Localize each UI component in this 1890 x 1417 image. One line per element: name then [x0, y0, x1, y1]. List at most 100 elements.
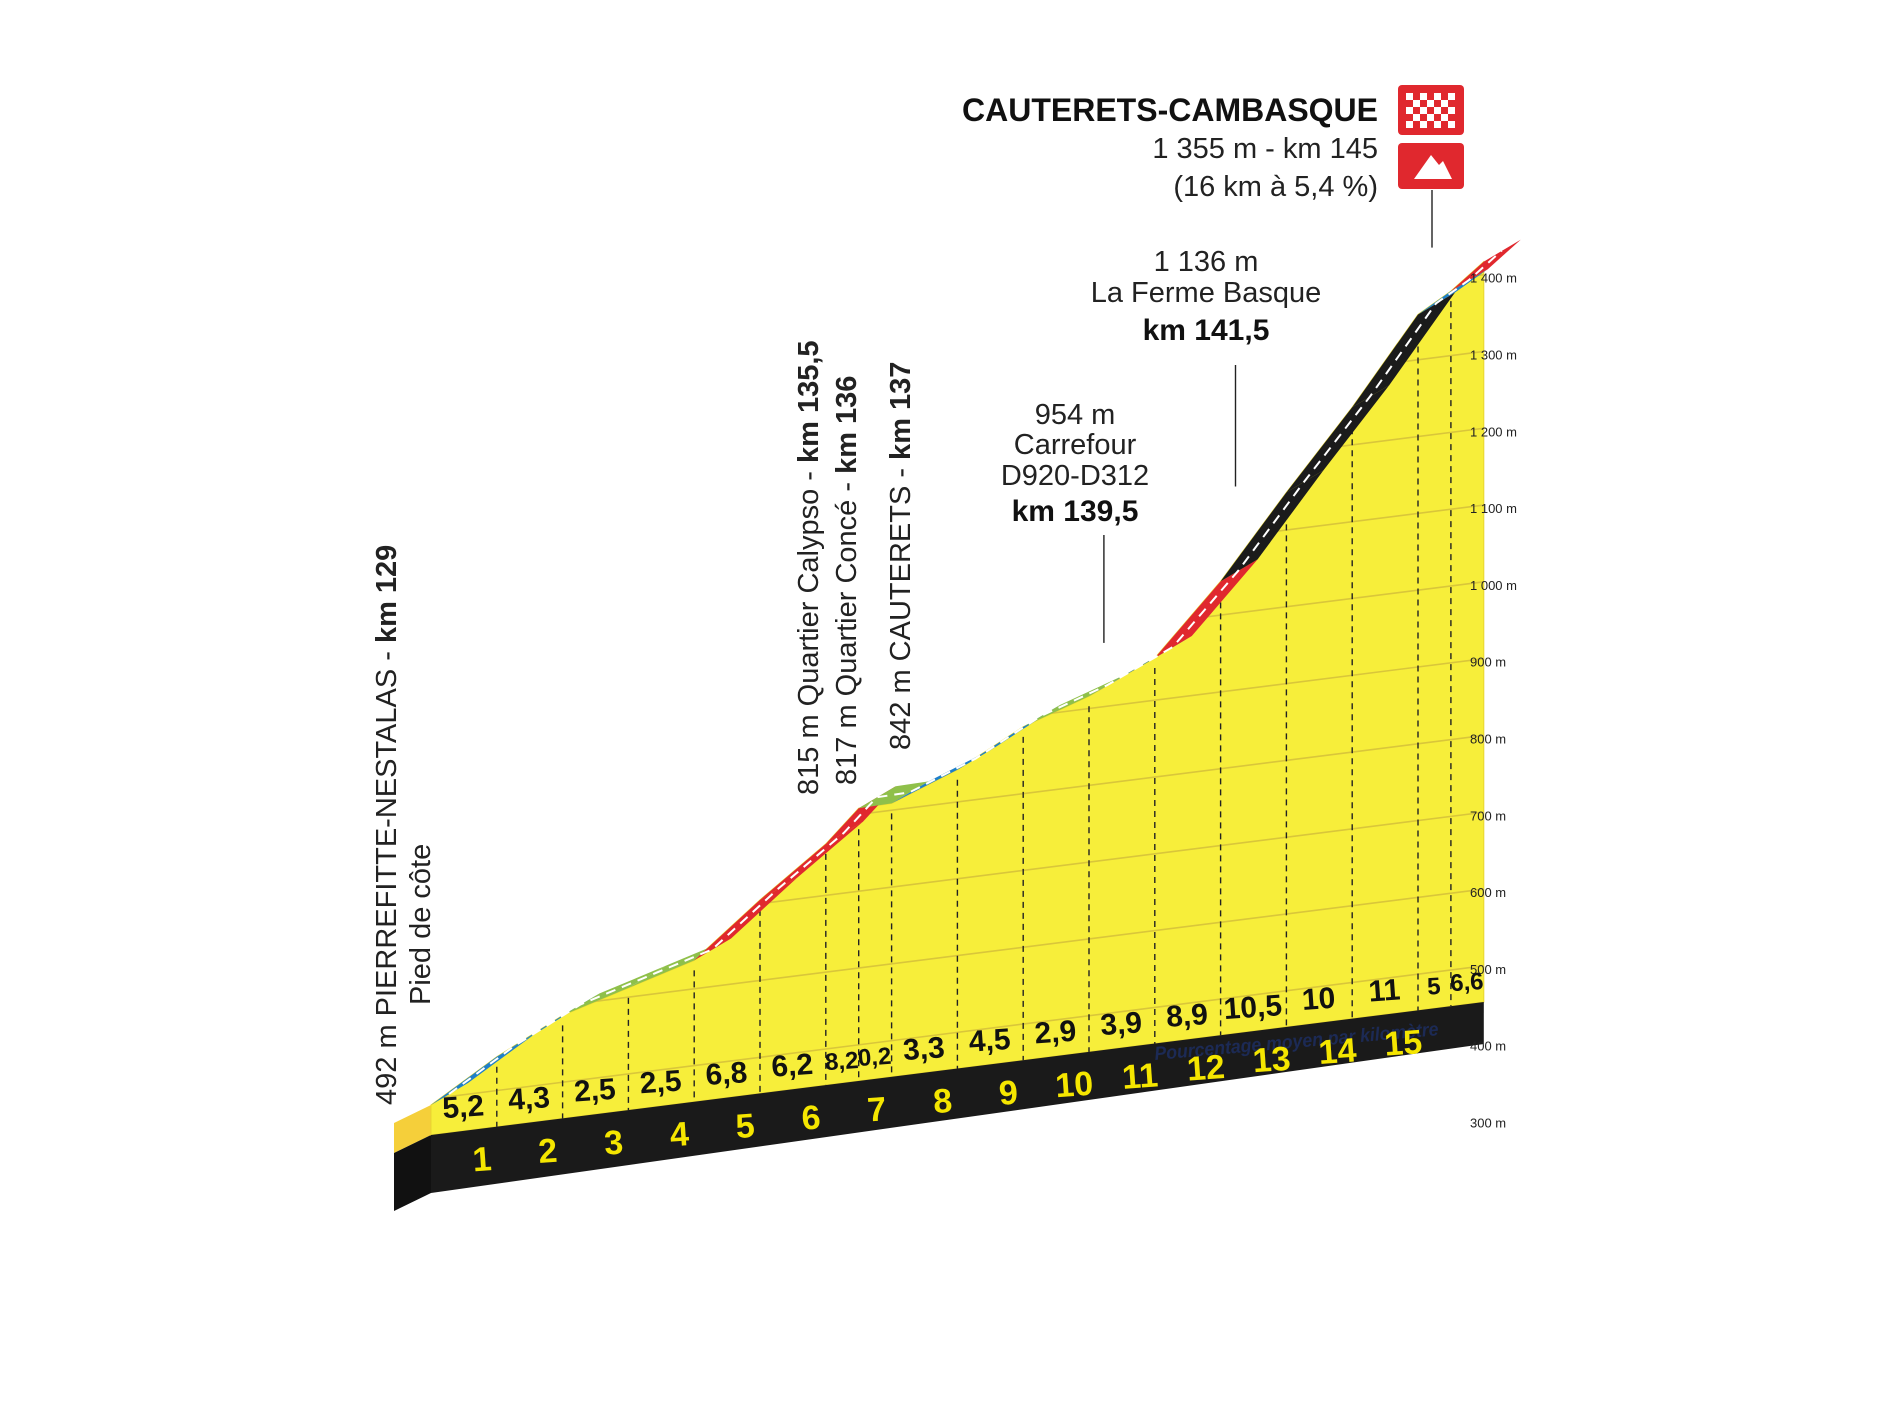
- distance-base: [431, 1002, 1484, 1193]
- checkered-flag-square: [1413, 114, 1420, 121]
- y-tick-label: 1 100 m: [1470, 501, 1517, 516]
- checkered-flag-square: [1406, 93, 1413, 100]
- km-tick-label: 4: [669, 1115, 691, 1154]
- chart-labels: CAUTERETS-CAMBASQUE 1 355 m - km 145 (16…: [371, 92, 1517, 1179]
- grade-label: 4,3: [507, 1081, 551, 1117]
- km-tick-label: 9: [998, 1074, 1020, 1113]
- km-tick-label: 3: [603, 1123, 625, 1162]
- grade-label: 6,8: [704, 1056, 748, 1092]
- start-label-prefix: 492 m PIERREFITTE-NESTALAS -: [371, 643, 403, 1105]
- kilometre-dividers: [496, 301, 1452, 1127]
- km-tick-label: 10: [1054, 1065, 1094, 1106]
- grade-label: 2,5: [573, 1073, 617, 1109]
- grade-label: 2,5: [639, 1065, 683, 1101]
- y-tick-label: 900 m: [1470, 655, 1506, 670]
- gridline: [431, 888, 1484, 1023]
- grade-label: 0,2: [857, 1043, 892, 1072]
- grade-label: 2,9: [1033, 1015, 1077, 1051]
- y-tick-label: 1 200 m: [1470, 424, 1517, 439]
- start-sublabel: Pied de côte: [405, 844, 437, 1005]
- route-centerline: [448, 249, 1503, 1095]
- start-label-km: km 129: [371, 545, 403, 643]
- grade-label: 3,3: [902, 1031, 946, 1067]
- checkered-flag-square: [1448, 107, 1455, 114]
- waypoint-ferme-name: La Ferme Basque: [1091, 277, 1322, 309]
- waypoint-conce-prefix: 817 m Quartier Concé -: [831, 474, 863, 785]
- km-tick-label: 15: [1383, 1023, 1423, 1064]
- base-side-left: [394, 1135, 431, 1211]
- mountain-icon: [1414, 155, 1452, 179]
- gridline: [431, 273, 1484, 409]
- profile-side-left: [394, 1105, 431, 1153]
- waypoint-conce-label: 817 m Quartier Concé - km 136: [831, 376, 863, 785]
- y-tick-label: 1 300 m: [1470, 347, 1517, 362]
- checkered-flag-square: [1413, 100, 1420, 107]
- finish-icons: [1398, 85, 1464, 189]
- start-label: 492 m PIERREFITTE-NESTALAS - km 129: [371, 545, 403, 1105]
- gradient-segment: [1220, 470, 1324, 582]
- grade-label: 5: [1426, 973, 1441, 1001]
- grade-label: 8,2: [824, 1047, 859, 1076]
- y-tick-label: 700 m: [1470, 808, 1506, 823]
- checkered-flag-square: [1448, 93, 1455, 100]
- grade-label: 10,5: [1223, 989, 1284, 1026]
- grade-label: 11: [1367, 973, 1401, 1008]
- checkered-flag-square: [1420, 93, 1427, 100]
- km-tick-label: 11: [1121, 1056, 1160, 1096]
- gradient-ribbon: [431, 239, 1521, 1105]
- grade-label: 6,6: [1449, 968, 1484, 997]
- waypoint-carrefour-alt: 954 m: [1035, 399, 1116, 431]
- waypoint-calypso-prefix: 815 m Quartier Calypso -: [793, 463, 825, 795]
- y-tick-label: 1 000 m: [1470, 578, 1517, 593]
- checkered-flag-square: [1441, 100, 1448, 107]
- grade-label: 10: [1301, 982, 1337, 1017]
- checkered-flag-square: [1427, 100, 1434, 107]
- grade-label: 4,5: [968, 1023, 1012, 1059]
- km-tick-label: 13: [1251, 1040, 1291, 1081]
- km-tick-label: 2: [537, 1132, 559, 1171]
- profile-side-face: [394, 1105, 431, 1211]
- checkered-flag-square: [1427, 114, 1434, 121]
- waypoint-conce-km: km 136: [831, 376, 863, 474]
- waypoint-calypso-km: km 135,5: [793, 340, 825, 463]
- y-tick-label: 300 m: [1470, 1115, 1506, 1130]
- waypoint-calypso-label: 815 m Quartier Calypso - km 135,5: [793, 340, 825, 795]
- km-tick-label: 5: [734, 1107, 756, 1146]
- checkered-flag-square: [1434, 93, 1441, 100]
- waypoint-ferme-km: km 141,5: [1143, 314, 1270, 347]
- checkered-flag-square: [1420, 107, 1427, 114]
- gradient-segment: [858, 781, 929, 809]
- waypoint-carrefour-road: D920-D312: [1001, 460, 1149, 492]
- gradient-segment: [1352, 292, 1455, 408]
- finish-detail: 1 355 m - km 145: [1152, 133, 1378, 165]
- checkered-flag-square: [1434, 107, 1441, 114]
- km-tick-label: 1: [471, 1140, 493, 1179]
- checkered-flag-square: [1434, 121, 1441, 128]
- waypoint-carrefour-name: Carrefour: [1014, 429, 1137, 461]
- km-tick-label: 12: [1186, 1048, 1226, 1089]
- finish-climb: (16 km à 5,4 %): [1173, 171, 1378, 203]
- gradient-segment: [1154, 559, 1258, 658]
- checkered-flag-square: [1406, 107, 1413, 114]
- checkered-flag-square: [1448, 121, 1455, 128]
- gridline: [431, 965, 1484, 1100]
- y-tick-label: 800 m: [1470, 731, 1506, 746]
- checkered-flag-icon: [1398, 85, 1464, 135]
- y-tick-label: 500 m: [1470, 962, 1506, 977]
- finish-name: CAUTERETS-CAMBASQUE: [962, 92, 1378, 128]
- waypoint-carrefour-km: km 139,5: [1012, 495, 1139, 528]
- km-tick-label: 6: [800, 1099, 822, 1138]
- checkered-flag-square: [1406, 121, 1413, 128]
- km-tick-label: 14: [1317, 1031, 1357, 1072]
- y-tick-label: 1 400 m: [1470, 271, 1517, 286]
- waypoint-cauterets-label: 842 m CAUTERETS - km 137: [885, 362, 917, 750]
- distance-base-band: [431, 1002, 1484, 1193]
- km-tick-label: 8: [932, 1082, 954, 1121]
- y-tick-label: 600 m: [1470, 885, 1506, 900]
- grade-label: 3,9: [1099, 1006, 1143, 1042]
- waypoint-cauterets-prefix: 842 m CAUTERETS -: [885, 460, 917, 750]
- grade-label: 6,2: [770, 1048, 814, 1084]
- checkered-flag-square: [1441, 114, 1448, 121]
- km-tick-label: 7: [866, 1090, 888, 1129]
